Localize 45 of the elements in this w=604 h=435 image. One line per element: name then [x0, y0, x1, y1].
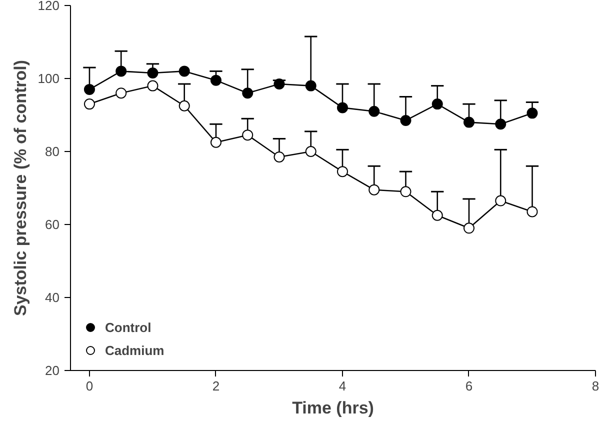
y-tick-label: 60 [45, 217, 60, 232]
point [432, 210, 443, 221]
point [400, 114, 412, 126]
y-tick-label: 80 [45, 144, 60, 159]
point [116, 88, 127, 99]
point [210, 136, 222, 148]
point [495, 195, 506, 206]
point [210, 74, 222, 86]
y-tick-label: 20 [45, 363, 60, 378]
point [305, 80, 316, 92]
point [368, 106, 380, 117]
x-tick-label: 2 [212, 378, 220, 394]
point [84, 98, 95, 110]
x-tick-label: 6 [465, 378, 473, 394]
point [432, 98, 443, 110]
x-tick-label: 0 [86, 378, 94, 394]
x-tick-label: 4 [338, 378, 346, 394]
point [526, 206, 538, 218]
point [147, 80, 158, 92]
point [147, 68, 158, 79]
x-axis-title: Time (hrs) [292, 398, 374, 418]
point [336, 102, 348, 114]
legend-label: Cadmium [105, 342, 164, 358]
point [84, 84, 95, 95]
y-tick-label: 100 [38, 71, 60, 86]
y-axis-title: Systolic pressure (% of control) [10, 60, 30, 316]
point [116, 66, 127, 77]
point [242, 88, 254, 99]
point [463, 222, 474, 234]
x-tick-label: 8 [592, 378, 600, 394]
point [526, 108, 538, 119]
point [305, 146, 316, 157]
y-tick-label: 40 [45, 290, 60, 305]
y-tick-label: 120 [38, 0, 60, 13]
point [400, 186, 412, 198]
point [336, 166, 348, 178]
legend-label: Control [105, 320, 152, 334]
point [178, 100, 190, 112]
point [242, 130, 254, 141]
point [463, 116, 474, 128]
point [274, 78, 285, 90]
point [274, 151, 285, 162]
point [368, 184, 380, 196]
point [178, 66, 190, 77]
point [495, 118, 506, 130]
